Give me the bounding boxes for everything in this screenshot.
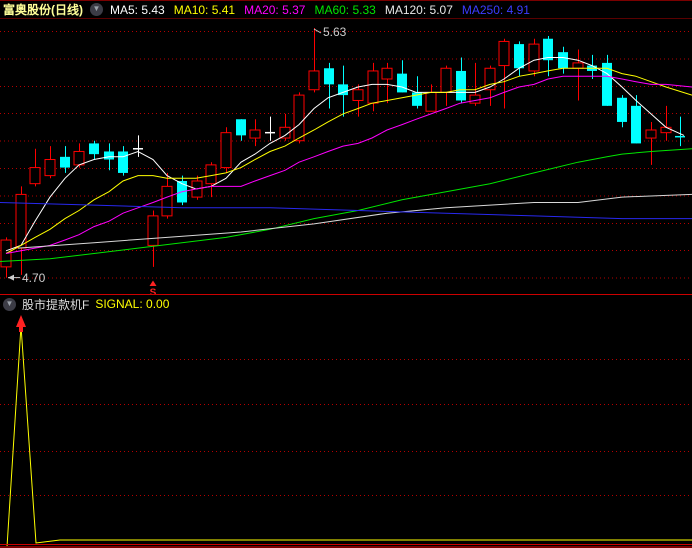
low-price-label: 4.70 bbox=[22, 271, 46, 285]
candle-up bbox=[352, 84, 364, 117]
ma-label-3: MA60: 5.33 bbox=[314, 2, 376, 17]
candle-up bbox=[249, 119, 261, 147]
ma-line-MA250 bbox=[0, 202, 692, 220]
chevron-down-icon[interactable]: ▼ bbox=[90, 3, 103, 16]
candle-down bbox=[602, 54, 612, 106]
ma-line-MA20 bbox=[5, 75, 692, 254]
signal-value-label: SIGNAL: 0.00 bbox=[95, 297, 170, 311]
candle-down bbox=[324, 62, 334, 109]
annotations: 5.63 4.70 S bbox=[8, 25, 347, 294]
top-info-bar: 富奥股份(日线) ▼ MA5: 5.43 MA10: 5.41 MA20: 5.37… bbox=[0, 0, 692, 19]
candle-up bbox=[660, 105, 672, 141]
ma-line-MA10 bbox=[5, 67, 692, 254]
candles bbox=[0, 28, 685, 278]
candle-down bbox=[338, 65, 348, 117]
gridlines bbox=[0, 359, 692, 496]
candle-up bbox=[528, 38, 540, 77]
candle-down bbox=[60, 146, 70, 173]
ma-line-MA120 bbox=[17, 193, 692, 249]
candle-up bbox=[425, 84, 437, 112]
indicator-panel[interactable] bbox=[0, 294, 692, 548]
candle-up bbox=[484, 65, 496, 106]
stock-title: 富奥股份(日线) bbox=[3, 3, 83, 17]
main-kline-chart[interactable]: 5.63 4.70 S bbox=[0, 19, 692, 294]
candle-up bbox=[29, 148, 41, 187]
indicator-header: ▼ 股市提款机F SIGNAL: 0.00 bbox=[0, 296, 169, 312]
ma-label-0: MA5: 5.43 bbox=[110, 2, 165, 17]
signal-line bbox=[6, 325, 692, 548]
candle-down bbox=[514, 41, 524, 77]
candle-doji bbox=[133, 135, 143, 157]
sell-marker-label: S bbox=[150, 288, 157, 295]
candle-up bbox=[0, 237, 12, 278]
candle-doji bbox=[675, 116, 685, 147]
candle-up bbox=[161, 172, 173, 219]
candle-down bbox=[617, 95, 627, 128]
candle-down bbox=[89, 140, 99, 160]
candle-up bbox=[205, 162, 217, 198]
candle-down bbox=[543, 36, 553, 77]
ma-label-1: MA10: 5.41 bbox=[173, 2, 236, 17]
candle-up bbox=[498, 38, 510, 109]
candle-up bbox=[381, 62, 393, 104]
candle-up bbox=[44, 146, 56, 179]
main-chart-svg[interactable]: 5.63 4.70 S bbox=[0, 19, 692, 294]
candle-down bbox=[177, 175, 187, 206]
candle-up bbox=[645, 121, 657, 165]
candle-down bbox=[631, 95, 641, 144]
chevron-down-icon[interactable]: ▼ bbox=[3, 297, 16, 311]
ma-line-MA60 bbox=[0, 148, 692, 262]
ma-label-4: MA120: 5.07 bbox=[384, 2, 453, 17]
candle-up bbox=[440, 65, 452, 106]
ma-labels-container: MA5: 5.43 MA10: 5.41 MA20: 5.37 MA60: 5.33 M… bbox=[110, 3, 530, 17]
sell-marker-arrow-icon bbox=[149, 280, 157, 286]
candle-down bbox=[118, 146, 128, 176]
candle-up bbox=[279, 113, 291, 141]
ma-label-5: MA250: 4.91 bbox=[461, 2, 530, 17]
candle-down bbox=[236, 119, 246, 141]
indicator-title: 股市提款机F bbox=[22, 297, 90, 312]
candle-down bbox=[558, 46, 568, 74]
candle-down bbox=[397, 60, 407, 93]
ma-label-2: MA20: 5.37 bbox=[244, 2, 306, 17]
buy-arrow-icon bbox=[16, 315, 26, 332]
candle-up bbox=[220, 127, 232, 173]
candle-down bbox=[456, 57, 466, 104]
indicator-svg[interactable] bbox=[0, 294, 692, 548]
high-price-label: 5.63 bbox=[323, 25, 347, 39]
ma-line-MA5 bbox=[5, 57, 685, 252]
candle-up bbox=[293, 92, 305, 144]
candle-up bbox=[15, 186, 27, 275]
gridlines bbox=[0, 31, 692, 279]
candle-up bbox=[308, 28, 320, 93]
ma-lines bbox=[0, 57, 692, 262]
candle-up bbox=[572, 49, 584, 101]
candle-doji bbox=[265, 116, 275, 141]
